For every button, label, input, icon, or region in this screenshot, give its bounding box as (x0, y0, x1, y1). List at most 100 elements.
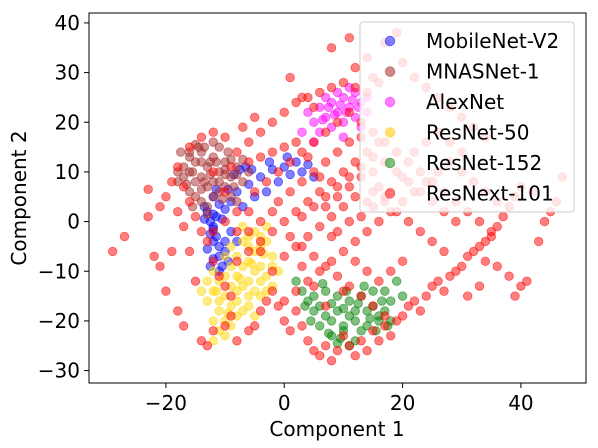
data-point (196, 157, 207, 167)
data-point (190, 211, 201, 222)
data-point (356, 291, 366, 301)
data-point (244, 226, 254, 237)
data-point (291, 206, 301, 217)
data-point (350, 350, 360, 361)
data-point (338, 132, 349, 142)
data-point (285, 231, 295, 242)
data-point (397, 256, 408, 267)
data-point (208, 137, 218, 147)
data-point (267, 117, 278, 127)
data-point (344, 182, 355, 192)
data-point (238, 306, 248, 316)
y-ticks: −30 −20 −10 0 10 20 30 40 (38, 11, 89, 383)
data-point (427, 236, 437, 247)
data-point (350, 82, 360, 93)
data-point (320, 261, 331, 271)
data-point (291, 306, 301, 316)
data-point (439, 246, 449, 257)
data-point (303, 276, 313, 286)
data-point (232, 147, 242, 157)
data-point (255, 261, 266, 271)
data-point (232, 226, 242, 237)
data-point (255, 236, 266, 247)
data-point (267, 286, 278, 296)
data-point (255, 152, 266, 162)
data-point (285, 326, 295, 336)
data-point (303, 107, 313, 118)
data-point (232, 206, 242, 217)
data-point (255, 306, 266, 316)
data-point (208, 226, 218, 237)
data-point (326, 177, 337, 187)
data-point (320, 127, 331, 137)
data-point (226, 311, 236, 321)
data-point (226, 192, 236, 202)
data-point (238, 221, 248, 232)
data-point (462, 291, 473, 301)
data-point (397, 291, 408, 301)
data-point (178, 221, 189, 232)
data-point (386, 296, 396, 306)
legend-marker (384, 66, 396, 77)
data-point (255, 216, 266, 227)
data-point (208, 167, 218, 177)
legend-label: MobileNet-V2 (426, 29, 559, 53)
data-point (261, 187, 272, 197)
data-point (338, 303, 349, 314)
data-point (309, 251, 319, 262)
data-point (474, 281, 485, 291)
data-point (344, 33, 355, 43)
data-point (344, 107, 355, 118)
data-point (249, 187, 260, 197)
data-point (309, 117, 319, 127)
data-point (214, 177, 224, 187)
data-point (249, 286, 260, 296)
data-point (214, 296, 224, 306)
data-point (220, 132, 230, 142)
data-point (332, 291, 343, 301)
data-point (196, 286, 207, 296)
data-point (386, 331, 396, 341)
data-point (208, 192, 218, 202)
data-point (173, 162, 183, 172)
data-point (261, 271, 272, 281)
x-tick-label: 0 (278, 391, 291, 415)
data-point (238, 261, 248, 271)
data-point (439, 286, 449, 296)
data-point (332, 226, 343, 237)
legend-marker (384, 188, 396, 199)
data-point (344, 311, 355, 321)
data-point (267, 226, 278, 237)
data-point (178, 321, 189, 331)
x-ticks: −20 0 20 40 (145, 383, 534, 415)
data-point (391, 276, 402, 286)
data-point (380, 321, 390, 331)
data-point (214, 271, 224, 281)
data-point (220, 187, 230, 197)
data-point (244, 157, 254, 167)
data-point (332, 87, 343, 98)
data-point (279, 296, 289, 306)
y-tick-label: −20 (38, 309, 80, 333)
data-point (226, 162, 236, 172)
data-point (498, 211, 508, 222)
data-point (323, 102, 334, 113)
x-tick-label: 40 (508, 391, 533, 415)
legend-label: ResNet-50 (426, 121, 530, 145)
data-point (303, 152, 313, 162)
x-tick-label: −20 (145, 391, 187, 415)
data-point (232, 197, 242, 207)
data-point (244, 246, 254, 257)
data-point (279, 162, 289, 172)
data-point (208, 326, 218, 336)
data-point (285, 187, 295, 197)
data-point (480, 256, 491, 267)
data-point (492, 221, 502, 232)
data-point (220, 216, 230, 227)
data-point (344, 341, 355, 351)
data-point (220, 204, 230, 214)
data-point (403, 216, 414, 227)
data-point (356, 211, 366, 222)
data-point (332, 117, 343, 127)
data-point (297, 92, 307, 103)
